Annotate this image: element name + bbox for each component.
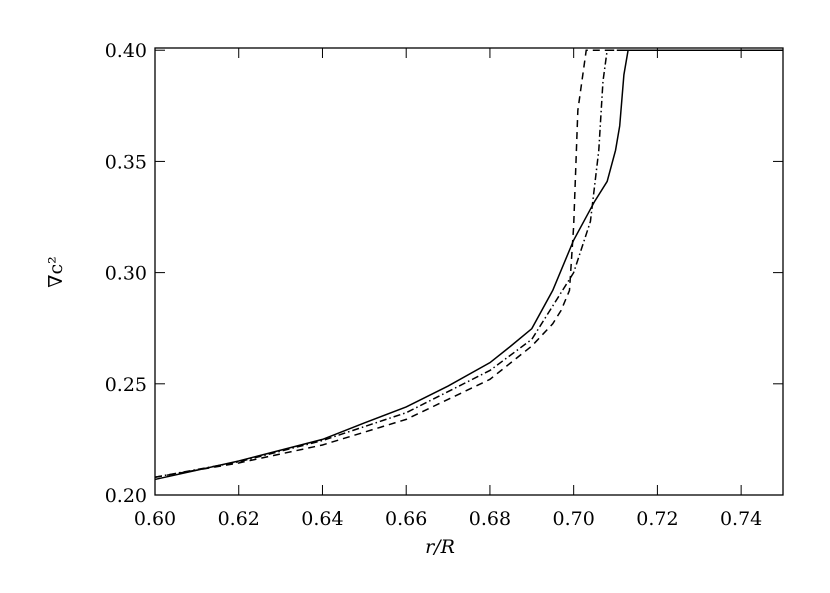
- x-tick-label: 0.68: [469, 508, 511, 530]
- plot-frame: [154, 47, 784, 496]
- data-line: [154, 49, 783, 481]
- y-tick-label: 0.40: [105, 40, 147, 62]
- x-tick-label: 0.62: [218, 508, 260, 530]
- y-tick-label: 0.25: [105, 374, 147, 396]
- y-tick-label: 0.35: [105, 151, 147, 173]
- x-tick-label: 0.70: [553, 508, 595, 530]
- x-tick-label: 0.74: [720, 508, 762, 530]
- y-axis-label: ∇c²: [45, 256, 67, 288]
- x-axis-label: r/R: [425, 536, 455, 558]
- data-line: [154, 49, 783, 478]
- data-line: [154, 49, 783, 478]
- x-tick-label: 0.64: [301, 508, 343, 530]
- y-tick-label: 0.30: [105, 263, 147, 285]
- x-tick-label: 0.72: [636, 508, 678, 530]
- x-tick-label: 0.66: [385, 508, 427, 530]
- y-tick-label: 0.20: [105, 485, 147, 507]
- x-tick-label: 0.60: [134, 508, 176, 530]
